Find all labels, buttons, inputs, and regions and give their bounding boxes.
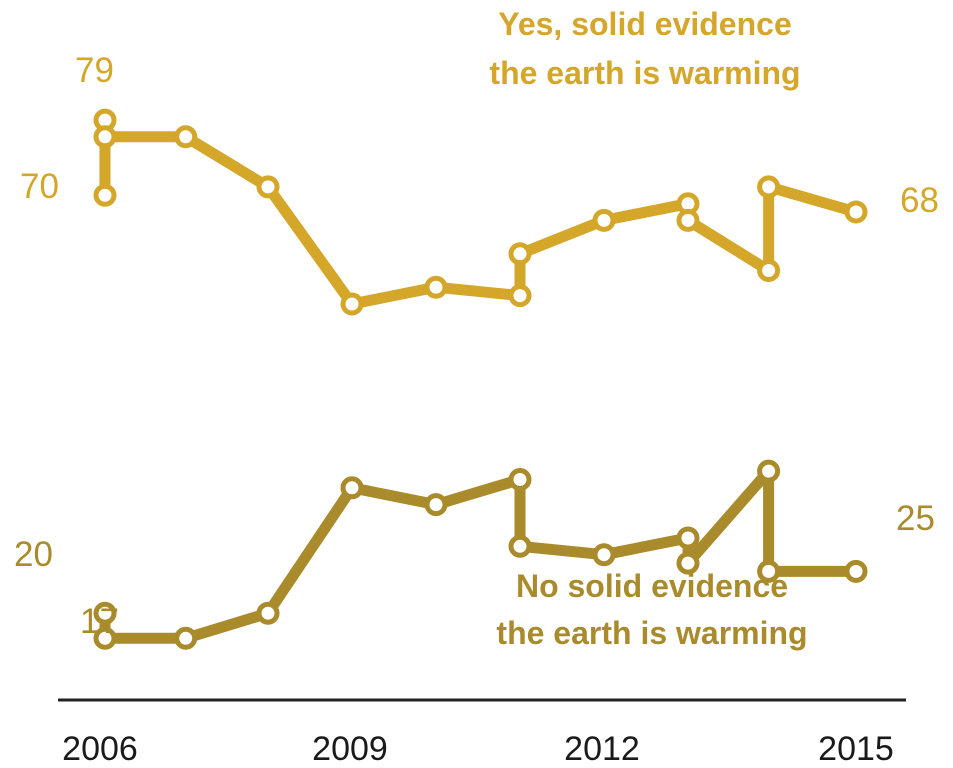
- series-layer: [93, 108, 868, 650]
- annotation-yes-line-2: the earth is warming: [489, 55, 800, 91]
- x-tick-2012: 2012: [564, 730, 640, 768]
- data-point-yes-11: [676, 208, 700, 232]
- annotation-no-line-2: the earth is warming: [496, 615, 807, 651]
- data-point-yes-7: [508, 284, 532, 308]
- series-yes: [93, 108, 868, 316]
- value-label-no-20: 20: [14, 535, 53, 574]
- series-line-yes: [99, 114, 862, 310]
- value-label-no-17: 17: [80, 602, 119, 641]
- value-label-yes-68: 68: [900, 181, 939, 220]
- x-tick-2015: 2015: [818, 730, 894, 768]
- series-line-no: [99, 465, 862, 644]
- data-point-no-13: [844, 559, 868, 583]
- data-point-yes-3: [174, 125, 198, 149]
- data-point-yes-12: [757, 259, 781, 282]
- data-point-yes-9: [592, 208, 616, 232]
- data-point-no-12: [757, 559, 781, 583]
- data-point-no-7: [508, 534, 532, 558]
- annotation-no: No solid evidence the earth is warming: [496, 568, 807, 651]
- annotation-yes: Yes, solid evidence the earth is warming: [489, 6, 800, 91]
- data-point-yes-4: [256, 175, 280, 199]
- data-point-yes-13: [757, 175, 781, 199]
- x-tick-2009: 2009: [312, 730, 388, 768]
- annotation-yes-line-1: Yes, solid evidence: [498, 6, 791, 42]
- value-label-yes-70: 70: [20, 167, 59, 206]
- data-point-yes-5: [340, 292, 364, 316]
- data-point-no-4: [340, 476, 364, 500]
- series-no: [93, 459, 868, 650]
- data-point-yes-8: [508, 242, 532, 266]
- data-point-no-9: [676, 526, 700, 550]
- data-point-no-10: [676, 551, 700, 575]
- data-point-no-5: [424, 493, 448, 517]
- data-point-no-6: [508, 468, 532, 491]
- data-point-no-2: [174, 626, 198, 650]
- value-label-yes-79: 79: [75, 51, 114, 90]
- data-point-yes-0: [93, 183, 117, 207]
- annotation-no-line-1: No solid evidence: [516, 568, 788, 604]
- data-point-yes-2: [93, 125, 117, 149]
- data-point-no-1: [93, 626, 117, 650]
- data-point-no-8: [592, 543, 616, 567]
- data-point-no-11: [757, 459, 781, 483]
- value-label-no-25: 25: [896, 499, 935, 538]
- x-tick-2006: 2006: [62, 730, 138, 768]
- data-point-no-3: [256, 601, 280, 625]
- data-point-no-0: [93, 601, 117, 625]
- data-point-yes-14: [844, 200, 868, 224]
- data-point-yes-6: [424, 275, 448, 299]
